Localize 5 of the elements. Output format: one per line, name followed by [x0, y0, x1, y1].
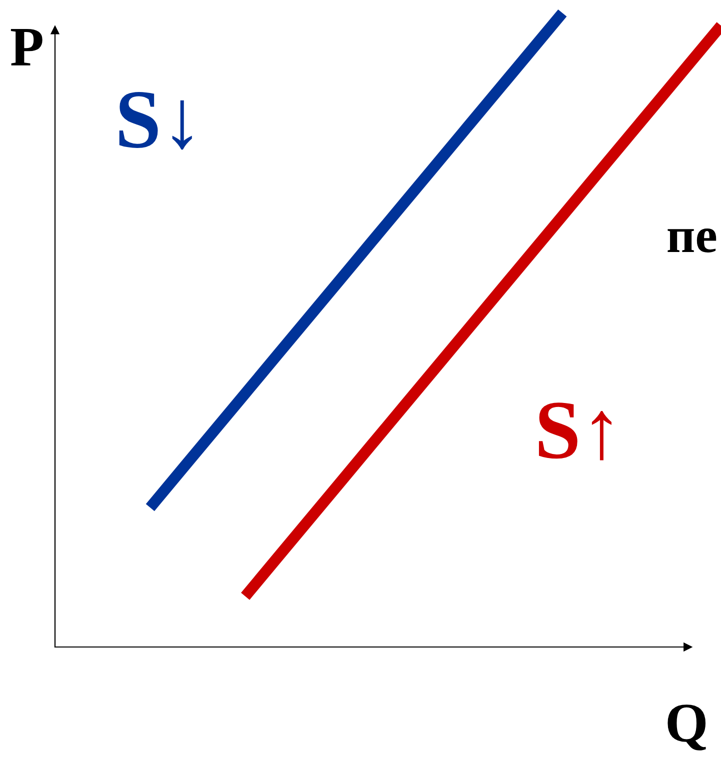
text: S↓ — [119, 92, 192, 150]
y-axis-title: P — [10, 28, 42, 66]
annotation: пе — [668, 228, 716, 252]
series-label: S↑ — [538, 402, 612, 460]
x-axis-title: Q — [668, 704, 706, 750]
